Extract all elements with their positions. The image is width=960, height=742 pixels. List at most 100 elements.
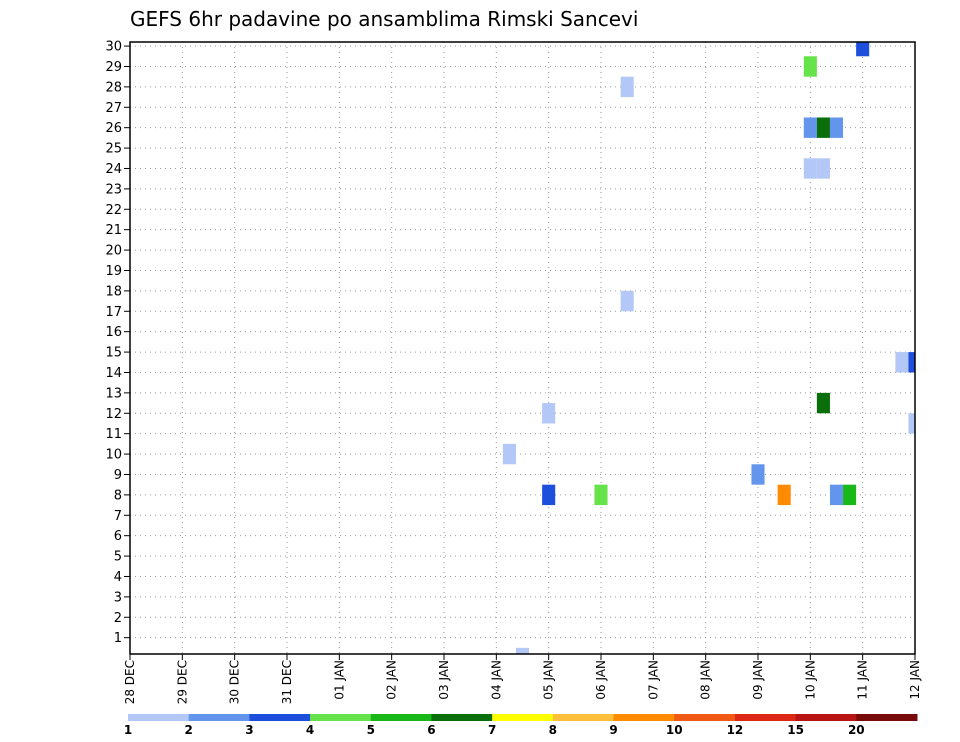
precip-cell <box>856 42 870 57</box>
x-axis: 28 DEC 29 DEC 30 DEC 31 DEC 01 JAN 02 JAN 03 J… <box>123 654 922 704</box>
precip-cell <box>803 158 817 179</box>
precip-cell <box>751 464 765 485</box>
precip-cell <box>620 290 634 312</box>
precip-cell <box>829 484 844 506</box>
x-tick-label: 05 JAN <box>542 660 556 700</box>
precip-cell <box>816 392 830 414</box>
x-tick-label: 31 DEC <box>280 660 294 704</box>
x-tick-label: 11 JAN <box>856 660 870 700</box>
precip-cell <box>542 484 556 506</box>
x-tick-label: 02 JAN <box>385 660 399 700</box>
x-tick-label: 04 JAN <box>489 660 503 700</box>
x-tick-label: 28 DEC <box>123 660 137 704</box>
y-tick-label: 5 <box>114 550 122 565</box>
chart-title: GEFS 6hr padavine po ansamblima Rimski S… <box>130 7 638 31</box>
y-tick-label: 29 <box>105 60 122 75</box>
x-tick-label: 12 JAN <box>908 660 922 700</box>
precip-cell <box>542 403 556 424</box>
y-tick-label: 30 <box>105 40 122 55</box>
y-tick-label: 25 <box>105 142 122 157</box>
precip-cell <box>515 647 530 654</box>
precip-cell <box>803 56 817 77</box>
y-tick-label: 7 <box>114 509 122 524</box>
colorbar-label: 7 <box>488 723 496 737</box>
precip-cell <box>816 117 830 138</box>
colorbar-label: 5 <box>367 723 375 737</box>
y-tick-label: 24 <box>105 162 122 177</box>
x-tick-label: 06 JAN <box>594 660 608 700</box>
precip-cell <box>843 484 857 506</box>
colorbar-label: 6 <box>427 723 435 737</box>
x-tick-label: 08 JAN <box>699 660 713 700</box>
colorbar-swatch <box>310 714 372 721</box>
y-tick-label: 17 <box>105 305 122 320</box>
y-tick-label: 20 <box>105 244 122 259</box>
precip-cell <box>895 352 909 373</box>
colorbar-swatch <box>734 714 797 721</box>
colorbar-swatch <box>431 714 493 721</box>
y-tick-label: 27 <box>105 101 122 116</box>
colorbar-swatch <box>188 714 250 721</box>
colorbar-swatch <box>552 714 615 721</box>
colorbar: 1 2 3 4 5 6 7 8 9 10 12 15 20 <box>124 714 918 737</box>
y-tick-label: 3 <box>114 590 122 605</box>
colorbar-swatch <box>674 714 736 721</box>
x-tick-label: 29 DEC <box>175 660 189 704</box>
x-tick-label: 01 JAN <box>332 660 346 700</box>
x-tick-label: 03 JAN <box>437 660 451 700</box>
y-tick-label: 15 <box>105 346 122 361</box>
colorbar-swatch <box>370 714 432 721</box>
y-tick-label: 28 <box>105 80 122 95</box>
colorbar-label: 20 <box>848 723 865 737</box>
x-tick-label: 10 JAN <box>803 660 817 700</box>
y-tick-label: 6 <box>114 529 122 544</box>
colorbar-label: 12 <box>727 723 744 737</box>
y-tick-label: 9 <box>114 468 122 483</box>
precip-cell <box>594 484 608 506</box>
colorbar-label: 8 <box>549 723 557 737</box>
cells-layer <box>502 42 915 654</box>
colorbar-label: 2 <box>185 723 193 737</box>
x-tick-label: 30 DEC <box>228 660 242 704</box>
colorbar-label: 9 <box>609 723 617 737</box>
colorbar-label: 3 <box>245 723 253 737</box>
x-tick-label: 09 JAN <box>751 660 765 700</box>
y-tick-label: 26 <box>105 121 122 136</box>
y-tick-label: 22 <box>105 203 122 218</box>
colorbar-swatch <box>856 714 918 721</box>
y-tick-label: 16 <box>105 325 122 340</box>
colorbar-label: 4 <box>306 723 314 737</box>
precip-cell <box>502 443 516 465</box>
y-tick-label: 1 <box>114 631 122 646</box>
x-tick-label: 07 JAN <box>646 660 660 700</box>
grid-layer <box>130 42 915 654</box>
precip-cell <box>908 352 915 373</box>
y-tick-label: 18 <box>105 284 122 299</box>
y-tick-label: 21 <box>105 223 122 238</box>
y-tick-label: 4 <box>114 570 122 585</box>
colorbar-swatch <box>795 714 857 721</box>
precip-cell <box>777 484 791 506</box>
colorbar-label: 1 <box>124 723 132 737</box>
precip-cell <box>803 117 817 138</box>
y-tick-label: 13 <box>105 386 122 401</box>
y-tick-label: 23 <box>105 182 122 197</box>
precip-cell <box>829 117 844 138</box>
precip-cell <box>816 158 830 179</box>
y-tick-label: 11 <box>105 427 122 442</box>
precip-cell <box>620 76 634 98</box>
y-axis: 1234567891011121314151617181920212223242… <box>105 40 130 646</box>
y-tick-label: 8 <box>114 488 122 503</box>
precip-cell <box>908 413 915 434</box>
y-tick-label: 10 <box>105 448 122 463</box>
colorbar-label: 15 <box>787 723 804 737</box>
y-tick-label: 12 <box>105 407 122 422</box>
y-tick-label: 19 <box>105 264 122 279</box>
colorbar-swatch <box>128 714 190 721</box>
colorbar-swatch <box>613 714 675 721</box>
colorbar-label: 10 <box>666 723 683 737</box>
y-tick-label: 2 <box>114 611 122 626</box>
colorbar-swatch <box>492 714 554 721</box>
plot-frame <box>129 41 916 655</box>
